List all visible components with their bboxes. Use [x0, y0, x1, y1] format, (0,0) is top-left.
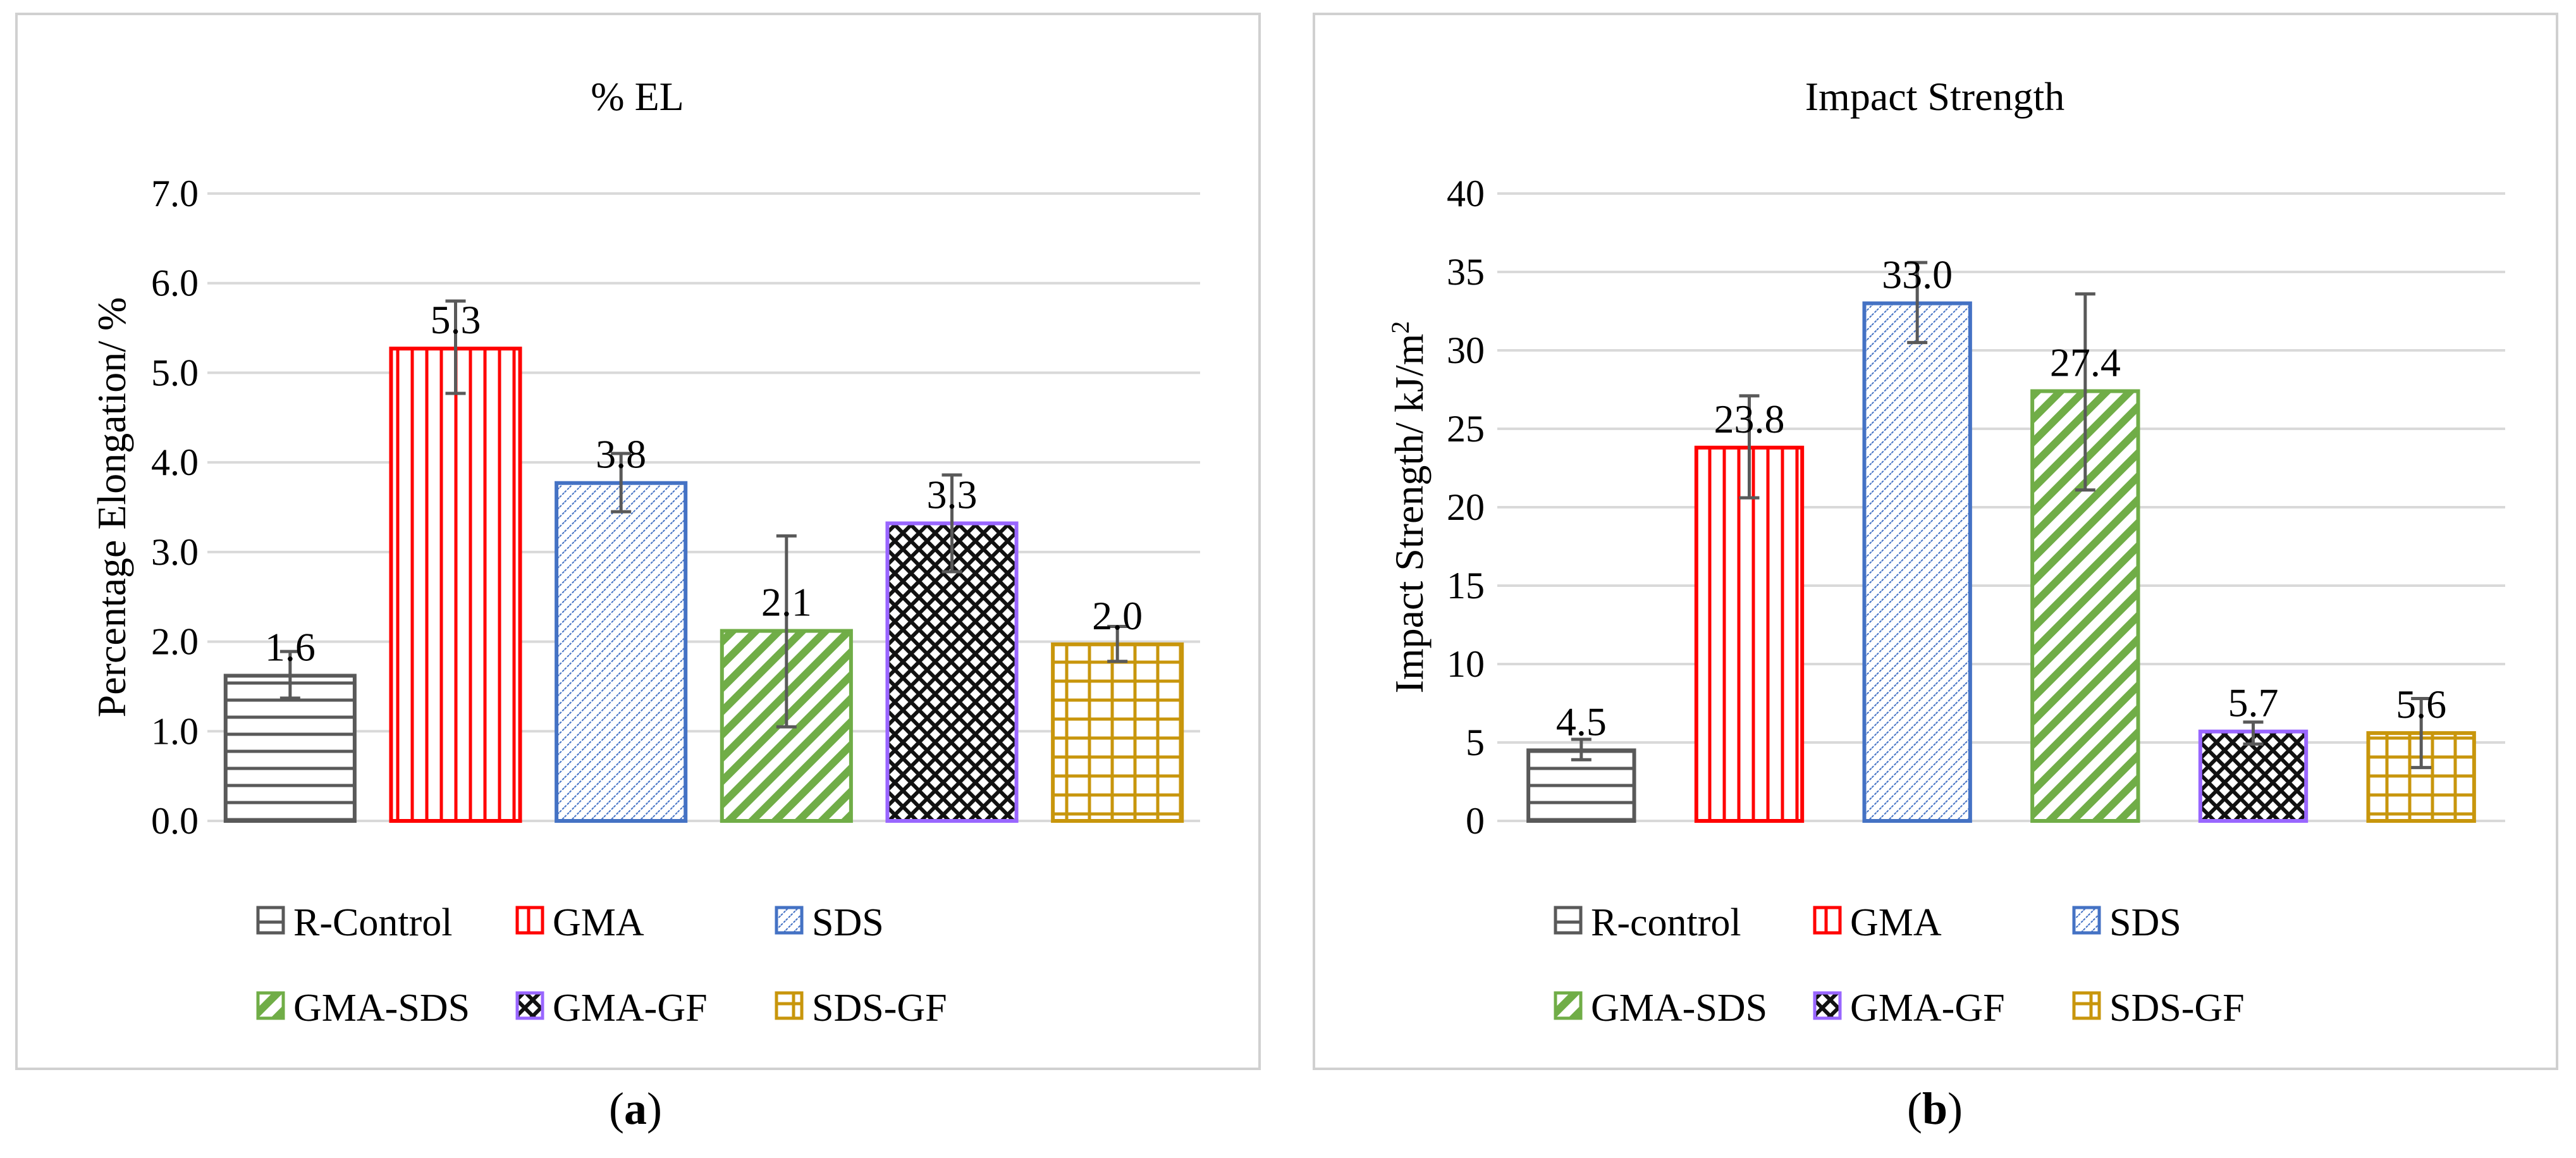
y-tick-label: 1.0 [151, 710, 199, 752]
error-bar-gma-gf [941, 473, 962, 574]
legend-item-sds-gf: SDS-GF [775, 987, 947, 1030]
data-label-r-control: 4.5 [1556, 699, 1607, 744]
y-tick-label: 5 [1466, 722, 1485, 763]
legend-item-gma-gf: GMA-GF [515, 987, 708, 1030]
data-label-sds: 3.8 [596, 432, 646, 477]
legend-item-sds: SDS [2072, 901, 2181, 944]
y-tick-label: 4.0 [151, 441, 199, 483]
legend-label: SDS-GF [2109, 987, 2245, 1030]
error-bar-sds [1907, 261, 1928, 345]
data-label-sds-gf: 5.6 [2396, 682, 2446, 727]
legend-swatch [1554, 991, 1583, 1020]
y-tick-label: 2.0 [151, 621, 199, 663]
error-bar-sds-gf [2411, 697, 2432, 770]
y-tick-label: 0 [1466, 800, 1485, 842]
y-tick-label: 6.0 [151, 262, 199, 304]
y-tick-label: 0.0 [151, 800, 199, 842]
error-bar-r-control [279, 650, 300, 700]
legend-label: R-control [1591, 901, 1741, 944]
bar-gma [389, 347, 522, 823]
y-tick-label: 15 [1447, 565, 1485, 607]
legend-swatch [515, 906, 544, 935]
y-tick-label: 30 [1447, 330, 1485, 371]
elongation-chart-svg: % EL 0.0 1.0 2.0 3.0 4.0 5.0 6.0 7.0 Percentage E… [89, 74, 1200, 1030]
legend-swatch [515, 991, 544, 1020]
legend-item-gma: GMA [1813, 901, 1942, 944]
chart-panel-elongation: % EL 0.0 1.0 2.0 3.0 4.0 5.0 6.0 7.0 Percentage E… [15, 13, 1261, 1070]
legend-item-sds: SDS [775, 901, 884, 944]
y-axis-label: Percentage Elongation/ % [89, 297, 134, 718]
data-label-sds: 33.0 [1882, 252, 1953, 297]
legend-swatch [2072, 906, 2101, 935]
legend-swatch [775, 906, 804, 935]
error-bar-gma-gf [2243, 720, 2264, 746]
impact-chart-svg: Impact Strength 0 5 10 15 20 25 30 35 40 Impact St… [1386, 74, 2505, 1030]
error-bar-gma-sds [2075, 292, 2095, 492]
legend-label: GMA [553, 901, 644, 944]
bar-gma [1694, 445, 1805, 823]
data-label-gma: 5.3 [431, 297, 481, 342]
data-label-gma-gf: 3.3 [927, 472, 978, 517]
legend-label: GMA [1850, 901, 1942, 944]
y-axis-label: Impact Strength/ kJ/m2 [1386, 321, 1432, 694]
bar-r-control [223, 674, 357, 823]
bar-sds [1862, 301, 1972, 823]
y-tick-label: 5.0 [151, 352, 199, 393]
y-tick-label: 20 [1447, 486, 1485, 528]
legend-item-r-control: R-Control [256, 901, 452, 944]
legend-swatch [2072, 991, 2101, 1020]
legend-swatch [775, 991, 804, 1020]
legend-label: SDS-GF [812, 987, 947, 1030]
legend-item-gma-sds: GMA-SDS [1554, 987, 1767, 1030]
legend-label: GMA-SDS [1591, 987, 1767, 1030]
legend-item-gma-sds: GMA-SDS [256, 987, 470, 1030]
legend-swatch [256, 991, 285, 1020]
y-tick-label: 10 [1447, 643, 1485, 685]
caption-a: (a) [609, 1083, 662, 1134]
legend-label: SDS [2109, 901, 2181, 944]
legend-item-gma: GMA [515, 901, 644, 944]
bar-r-control [1526, 748, 1636, 823]
legend-swatch [1554, 906, 1583, 935]
bar-sds-gf [1051, 642, 1184, 823]
legend-label: GMA-SDS [293, 987, 470, 1030]
y-tick-label: 3.0 [151, 531, 199, 573]
bar-sds [555, 481, 688, 823]
error-bar-r-control [1571, 737, 1592, 761]
y-tick-label: 7.0 [151, 173, 199, 214]
data-label-gma-gf: 5.7 [2228, 681, 2279, 725]
data-label-sds-gf: 2.0 [1092, 593, 1143, 638]
caption-b: (b) [1906, 1083, 1963, 1134]
error-bar-sds [611, 452, 632, 514]
error-bar-gma-sds [776, 534, 797, 729]
y-tick-label: 25 [1447, 408, 1485, 450]
legend-swatch [1813, 906, 1842, 935]
legend-label: GMA-GF [553, 987, 708, 1030]
legend-label: R-Control [293, 901, 452, 944]
legend-label: SDS [812, 901, 884, 944]
y-tick-label: 35 [1447, 251, 1485, 293]
legend-label: GMA-GF [1850, 987, 2005, 1030]
data-label-r-control: 1.6 [265, 624, 316, 669]
legend-item-r-control: R-control [1554, 901, 1741, 944]
error-bar-gma [1739, 394, 1760, 500]
data-label-gma-sds: 27.4 [2050, 340, 2121, 385]
legend-item-sds-gf: SDS-GF [2072, 987, 2245, 1030]
data-label-gma: 23.8 [1714, 397, 1785, 441]
chart-title: Impact Strength [1805, 74, 2065, 119]
chart-title: % EL [591, 74, 684, 119]
legend-swatch [256, 906, 285, 935]
error-bar-gma [445, 299, 466, 395]
chart-panel-impact: Impact Strength 0 5 10 15 20 25 30 35 40 Impact St… [1313, 13, 2558, 1070]
legend-swatch [1813, 991, 1842, 1020]
data-label-gma-sds: 2.1 [761, 580, 812, 625]
error-bar-sds-gf [1107, 624, 1128, 663]
legend-item-gma-gf: GMA-GF [1813, 987, 2005, 1030]
y-tick-label: 40 [1447, 173, 1485, 214]
